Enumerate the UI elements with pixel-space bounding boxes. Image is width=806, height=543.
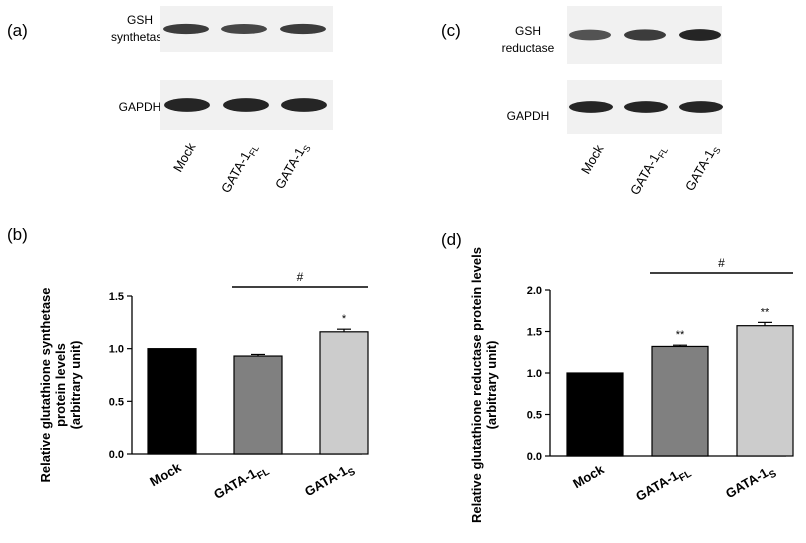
bar-chart-b: 0.0 0.5 1.0 1.5 Relative glutathione synthet… [38,270,369,506]
y-axis-label: Relative glutathione reductase protein l… [469,247,484,523]
blot-label-gsh-synthetase: GSH synthetase [95,12,185,46]
bar [319,331,369,455]
y-tick-label: 1.0 [527,368,542,380]
y-axis-label: protein levels [53,343,68,427]
bracket-label: # [718,256,725,270]
blot-bands [569,101,723,113]
y-tick-label: 2.0 [527,285,542,297]
blot-bands [163,23,326,35]
x-tick-label: GATA-1S [723,461,779,504]
x-tick-label: GATA-1FL [633,462,693,508]
blot-label-gsh-reductase: GSH reductase [488,23,568,57]
blot-band [221,23,267,35]
blot-band [624,101,668,113]
blot-gapdh-a [160,80,333,130]
x-tick-label: GATA-1S [302,459,358,502]
blot-label-line: GAPDH [118,100,162,114]
blot-label-line: synthetase [110,30,170,44]
y-tick-label: 0.0 [527,451,542,463]
blot-band [624,29,666,41]
bar-chart-d: 0.0 0.5 1.0 1.5 2.0 Relative glutathione redu… [469,247,794,523]
y-tick-label: 0.5 [109,396,124,408]
y-axis-label: Relative glutathione synthetase [38,287,53,482]
lane-label: GATA-1S [682,145,723,194]
lane-label: Mock [170,139,199,175]
blot-band [164,98,210,112]
panel-label-d: (d) [441,230,462,249]
lane-label: Mock [578,141,607,177]
bar [566,372,624,457]
blot-band [280,23,326,35]
blot-bands [569,29,721,41]
blot-band [163,23,209,35]
blot-band [679,29,721,41]
blot-label-line: GSH [126,13,153,27]
blot-band [281,98,327,112]
y-tick-label: 1.0 [109,344,124,356]
lane-label: GATA-1FL [218,144,262,196]
y-axis-label: (arbitrary unit) [68,341,83,430]
blot-label-line: reductase [501,41,555,55]
y-tick-label: 0.5 [527,410,542,422]
significance-marker: ** [676,329,685,341]
lane-label: GATA-1FL [627,146,671,198]
blot-gsh-synthetase [160,6,333,52]
x-tick-label: Mock [570,461,607,491]
lane-label: GATA-1S [272,143,313,192]
blot-band [569,101,613,113]
y-tick-label: 1.5 [109,291,124,303]
blot-band [569,29,611,41]
y-tick-label: 1.5 [527,327,542,339]
y-axis-label: (arbitrary unit) [484,341,499,430]
y-tick-label: 0.0 [109,449,124,461]
x-tick-label: Mock [147,459,184,489]
blot-label-gapdh-a: GAPDH [95,99,185,116]
blot-label-line: GSH [514,24,541,38]
bar [233,355,283,455]
blot-label-line: GAPDH [506,109,550,123]
x-tick-label: GATA-1FL [211,460,271,506]
significance-marker: * [342,313,347,325]
blot-band [223,98,269,112]
panel-label-c: (c) [441,21,461,40]
blot-gsh-reductase [567,6,722,64]
bar [651,345,709,457]
bracket-label: # [297,270,304,284]
bar [147,348,197,455]
blot-band [679,101,723,113]
blot-label-gapdh-c: GAPDH [488,108,568,125]
panel-label-a: (a) [7,21,28,40]
bar [736,325,794,457]
blot-bands [164,98,327,112]
significance-marker: ** [761,306,770,318]
panel-label-b: (b) [7,225,28,244]
blot-gapdh-c [567,80,723,134]
